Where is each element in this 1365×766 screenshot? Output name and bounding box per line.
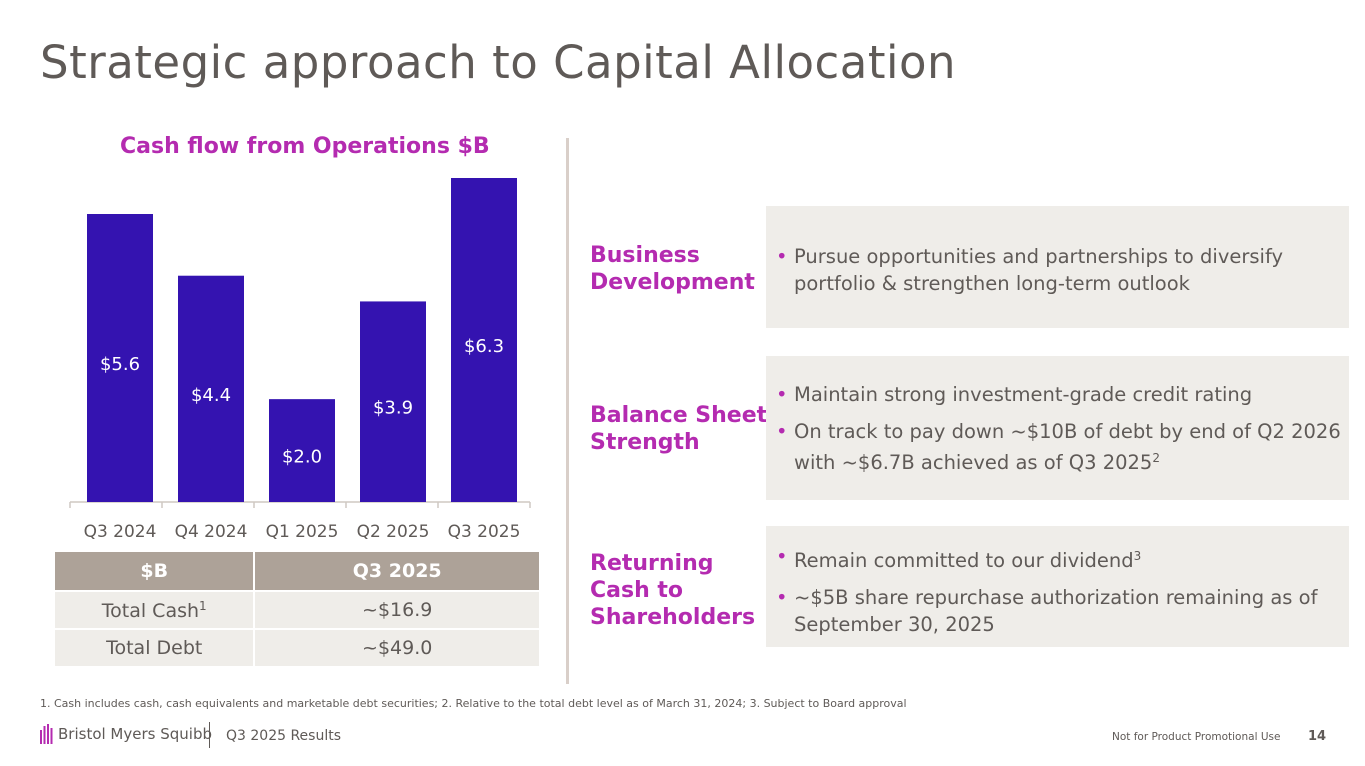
- x-axis-tick-label: Q1 2025: [266, 522, 339, 542]
- bar-q3-2024: [87, 214, 153, 502]
- bar-value-label: $2.0: [282, 447, 322, 468]
- bar-value-label: $6.3: [464, 336, 504, 357]
- bullet-icon: •: [776, 420, 788, 443]
- bar-q4-2024: [178, 275, 244, 502]
- section-panel-returning-cash: • Remain committed to our dividend3 • ~$5B…: [766, 526, 1349, 647]
- bar-q3-2025: [451, 178, 517, 502]
- section-panel-balance-sheet: • Maintain strong investment-grade credit…: [766, 356, 1349, 500]
- page-number: 14: [1308, 729, 1327, 744]
- vertical-divider: [566, 138, 569, 684]
- category-returning-cash: Returning Cash to Shareholders: [590, 551, 756, 630]
- bullet-icon: •: [776, 586, 788, 609]
- cash-debt-table: $B Q3 2025 Total Cash1 ~$16.9 Total Debt…: [55, 550, 539, 668]
- bar-value-label: $3.9: [373, 398, 413, 419]
- table-row: Total Debt ~$49.0: [55, 630, 539, 666]
- footnote-ref: 1: [199, 598, 207, 613]
- x-axis-tick-label: Q2 2025: [357, 522, 430, 542]
- list-item: • Remain committed to our dividend3: [776, 545, 1142, 572]
- bullet-icon: •: [776, 545, 788, 568]
- x-axis-tick-label: Q3 2025: [448, 522, 521, 542]
- table-cell-value: ~$16.9: [253, 592, 539, 628]
- category-balance-sheet: Balance Sheet Strength: [590, 403, 768, 455]
- list-item: • Pursue opportunities and partnerships t…: [776, 245, 1284, 295]
- bullet-icon: •: [776, 383, 788, 406]
- x-axis-tick-label: Q4 2024: [175, 522, 248, 542]
- table-cell-label: Total Cash1: [55, 592, 254, 628]
- table-header-period: Q3 2025: [253, 552, 539, 590]
- page-title: Strategic approach to Capital Allocation: [40, 36, 957, 89]
- cash-flow-bar-chart: $5.6 Q3 2024 $4.4 Q4 2024 $2.0 Q1 2025 $3.9 Q2 …: [69, 178, 531, 542]
- bar-value-label: $5.6: [100, 354, 140, 375]
- company-name: Bristol Myers Squibb: [58, 725, 212, 743]
- disclaimer: Not for Product Promotional Use: [1112, 731, 1281, 743]
- footnote: 1. Cash includes cash, cash equivalents …: [40, 697, 907, 710]
- bar-value-label: $4.4: [191, 385, 231, 406]
- bms-logo-icon: [40, 724, 53, 744]
- footer-separator: [209, 722, 210, 748]
- category-business-development: Business Development: [590, 243, 755, 295]
- table-cell-label: Total Debt: [55, 630, 254, 666]
- company-logo: Bristol Myers Squibb: [40, 724, 212, 744]
- footnote-ref: 3: [1133, 549, 1142, 563]
- report-name: Q3 2025 Results: [226, 728, 342, 744]
- table-header-unit: $B: [55, 552, 254, 590]
- bar-q2-2025: [360, 301, 426, 502]
- table-row: Total Cash1 ~$16.9: [55, 592, 539, 628]
- list-item: • ~$5B share repurchase authorization rem…: [776, 586, 1318, 636]
- bullet-icon: •: [776, 245, 788, 268]
- list-item: • Maintain strong investment-grade credit…: [776, 383, 1253, 406]
- x-axis-tick-label: Q3 2024: [84, 522, 157, 542]
- bar-q1-2025: [269, 399, 335, 502]
- footnote-ref: 2: [1152, 451, 1160, 465]
- section-panel-business-development: • Pursue opportunities and partnerships t…: [766, 206, 1349, 328]
- table-header-row: $B Q3 2025: [55, 552, 539, 590]
- list-item: • On track to pay down ~$10B of debt by e…: [776, 420, 1341, 474]
- chart-title: Cash flow from Operations $B: [120, 134, 490, 159]
- table-cell-value: ~$49.0: [253, 630, 539, 666]
